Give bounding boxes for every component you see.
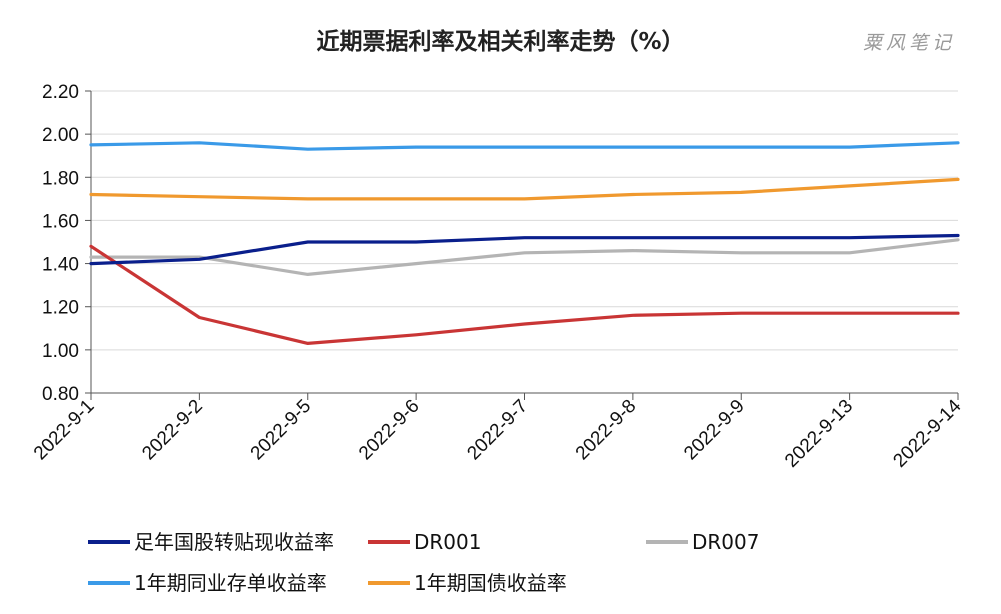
y-tick-label: 1.00 <box>42 341 79 362</box>
series-line-2 <box>89 238 960 276</box>
legend-label: 1年期国债收益率 <box>414 571 567 595</box>
x-tick-label: 2022-9-1 <box>30 396 99 465</box>
y-tick-label: 1.20 <box>42 298 79 319</box>
x-tick-label: 2022-9-14 <box>889 395 965 471</box>
legend-label: 足年国股转贴现收益率 <box>134 530 334 554</box>
x-tick-label: 2022-9-8 <box>572 396 641 465</box>
x-tick-label: 2022-9-2 <box>138 396 207 465</box>
y-tick-label: 1.80 <box>42 168 79 189</box>
series-line-0 <box>89 233 960 266</box>
series-line-3 <box>89 141 960 151</box>
series-line-4 <box>89 177 960 201</box>
x-tick-label: 2022-9-9 <box>680 396 749 465</box>
grid-lines <box>91 90 958 351</box>
legend-label: 1年期同业存单收益率 <box>134 571 327 595</box>
y-tick-label: 1.60 <box>42 211 79 232</box>
x-tick-label: 2022-9-5 <box>247 396 316 465</box>
y-tick-label: 0.80 <box>42 384 79 405</box>
series-line-1 <box>89 244 960 345</box>
axes: 0.80 1.00 1.20 1.40 1.60 1.80 2.00 2.20 2022-9-1… <box>30 82 966 472</box>
legend: 足年国股转贴现收益率 DR001 DR007 1年期同业存单收益率 1年期国债收益率 <box>88 530 759 595</box>
x-tick-label: 2022-9-13 <box>781 396 857 472</box>
watermark: 粟风笔记 <box>862 32 955 54</box>
y-tick-label: 2.00 <box>42 125 79 146</box>
y-tick-label: 2.20 <box>42 82 79 103</box>
series-lines <box>89 141 960 345</box>
x-tick-label: 2022-9-7 <box>463 396 532 465</box>
legend-label: DR001 <box>414 530 481 554</box>
chart-title: 近期票据利率及相关利率走势（%） <box>316 29 685 55</box>
legend-label: DR007 <box>692 530 759 554</box>
y-tick-label: 1.40 <box>42 255 79 276</box>
x-tick-label: 2022-9-6 <box>355 396 424 465</box>
